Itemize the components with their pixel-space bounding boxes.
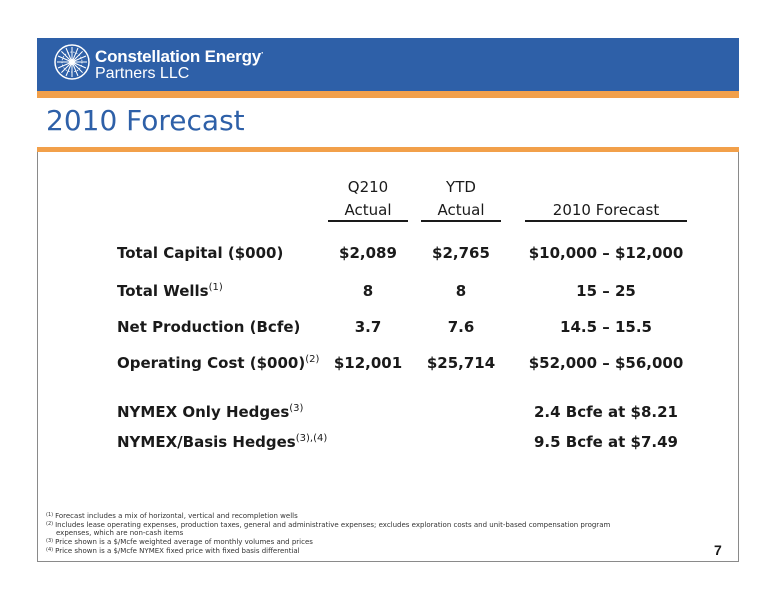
- slide-border-left: [37, 152, 38, 562]
- page-number: 7: [714, 542, 722, 558]
- cell-operating-cost-forecast: $52,000 – $56,000: [528, 354, 684, 372]
- header-accent-bar: [37, 91, 739, 98]
- column-header-q210: Q210: [347, 178, 389, 196]
- row-label-total-wells: Total Wells(1): [117, 282, 223, 300]
- column-header-q210-actual: Actual: [344, 201, 392, 219]
- constellation-logo-icon: [54, 44, 90, 80]
- row-label-total-capital: Total Capital ($000): [117, 244, 284, 262]
- slide-border-right: [738, 152, 739, 562]
- cell-nymex-basis-forecast: 9.5 Bcfe at $7.49: [533, 433, 678, 451]
- footnote-2-continued: expenses, which are non-cash items: [56, 529, 184, 537]
- slide-border-bottom: [37, 561, 739, 562]
- title-underline-bar: [37, 147, 739, 152]
- footnote-2: (2) Includes lease operating expenses, pr…: [46, 521, 611, 529]
- column-header-2010-forecast: 2010 Forecast: [552, 201, 660, 219]
- row-label-net-production: Net Production (Bcfe): [117, 318, 301, 336]
- company-logo: Constellation Energy· Partners LLC: [52, 42, 312, 86]
- cell-total-wells-forecast: 15 – 25: [576, 282, 636, 300]
- column-header-rule-ytd: [421, 220, 501, 222]
- footnotes: (1) Forecast includes a mix of horizontal…: [46, 511, 686, 555]
- footnote-1: (1) Forecast includes a mix of horizontal…: [46, 512, 298, 520]
- cell-net-production-forecast: 14.5 – 15.5: [560, 318, 652, 336]
- column-header-rule-q210: [328, 220, 408, 222]
- logo-company-subtitle: Partners LLC: [95, 65, 190, 82]
- page-title: 2010 Forecast: [46, 104, 245, 137]
- column-header-ytd-actual: Actual: [437, 201, 485, 219]
- cell-net-production-q210: 3.7: [354, 318, 382, 336]
- cell-operating-cost-ytd: $25,714: [426, 354, 496, 372]
- row-label-operating-cost: Operating Cost ($000)(2): [117, 354, 320, 372]
- column-header-ytd: YTD: [446, 178, 476, 196]
- cell-net-production-ytd: 7.6: [447, 318, 475, 336]
- row-label-nymex-only-hedges: NYMEX Only Hedges(3): [117, 403, 304, 421]
- header-band: [37, 38, 739, 91]
- cell-total-wells-ytd: 8: [455, 282, 467, 300]
- logo-company-name: Constellation Energy·: [95, 47, 264, 66]
- slide-background: [37, 38, 739, 562]
- cell-operating-cost-q210: $12,001: [333, 354, 403, 372]
- row-label-nymex-basis-hedges: NYMEX/Basis Hedges(3),(4): [117, 433, 328, 451]
- cell-total-capital-ytd: $2,765: [432, 244, 490, 262]
- cell-total-capital-q210: $2,089: [339, 244, 397, 262]
- footnote-3: (3) Price shown is a $/Mcfe weighted aver…: [46, 538, 313, 546]
- cell-total-wells-q210: 8: [362, 282, 374, 300]
- footnote-4: (4) Price shown is a $/Mcfe NYMEX fixed p…: [46, 547, 300, 555]
- cell-nymex-only-forecast: 2.4 Bcfe at $8.21: [533, 403, 678, 421]
- column-header-rule-forecast: [525, 220, 687, 222]
- cell-total-capital-forecast: $10,000 – $12,000: [528, 244, 684, 262]
